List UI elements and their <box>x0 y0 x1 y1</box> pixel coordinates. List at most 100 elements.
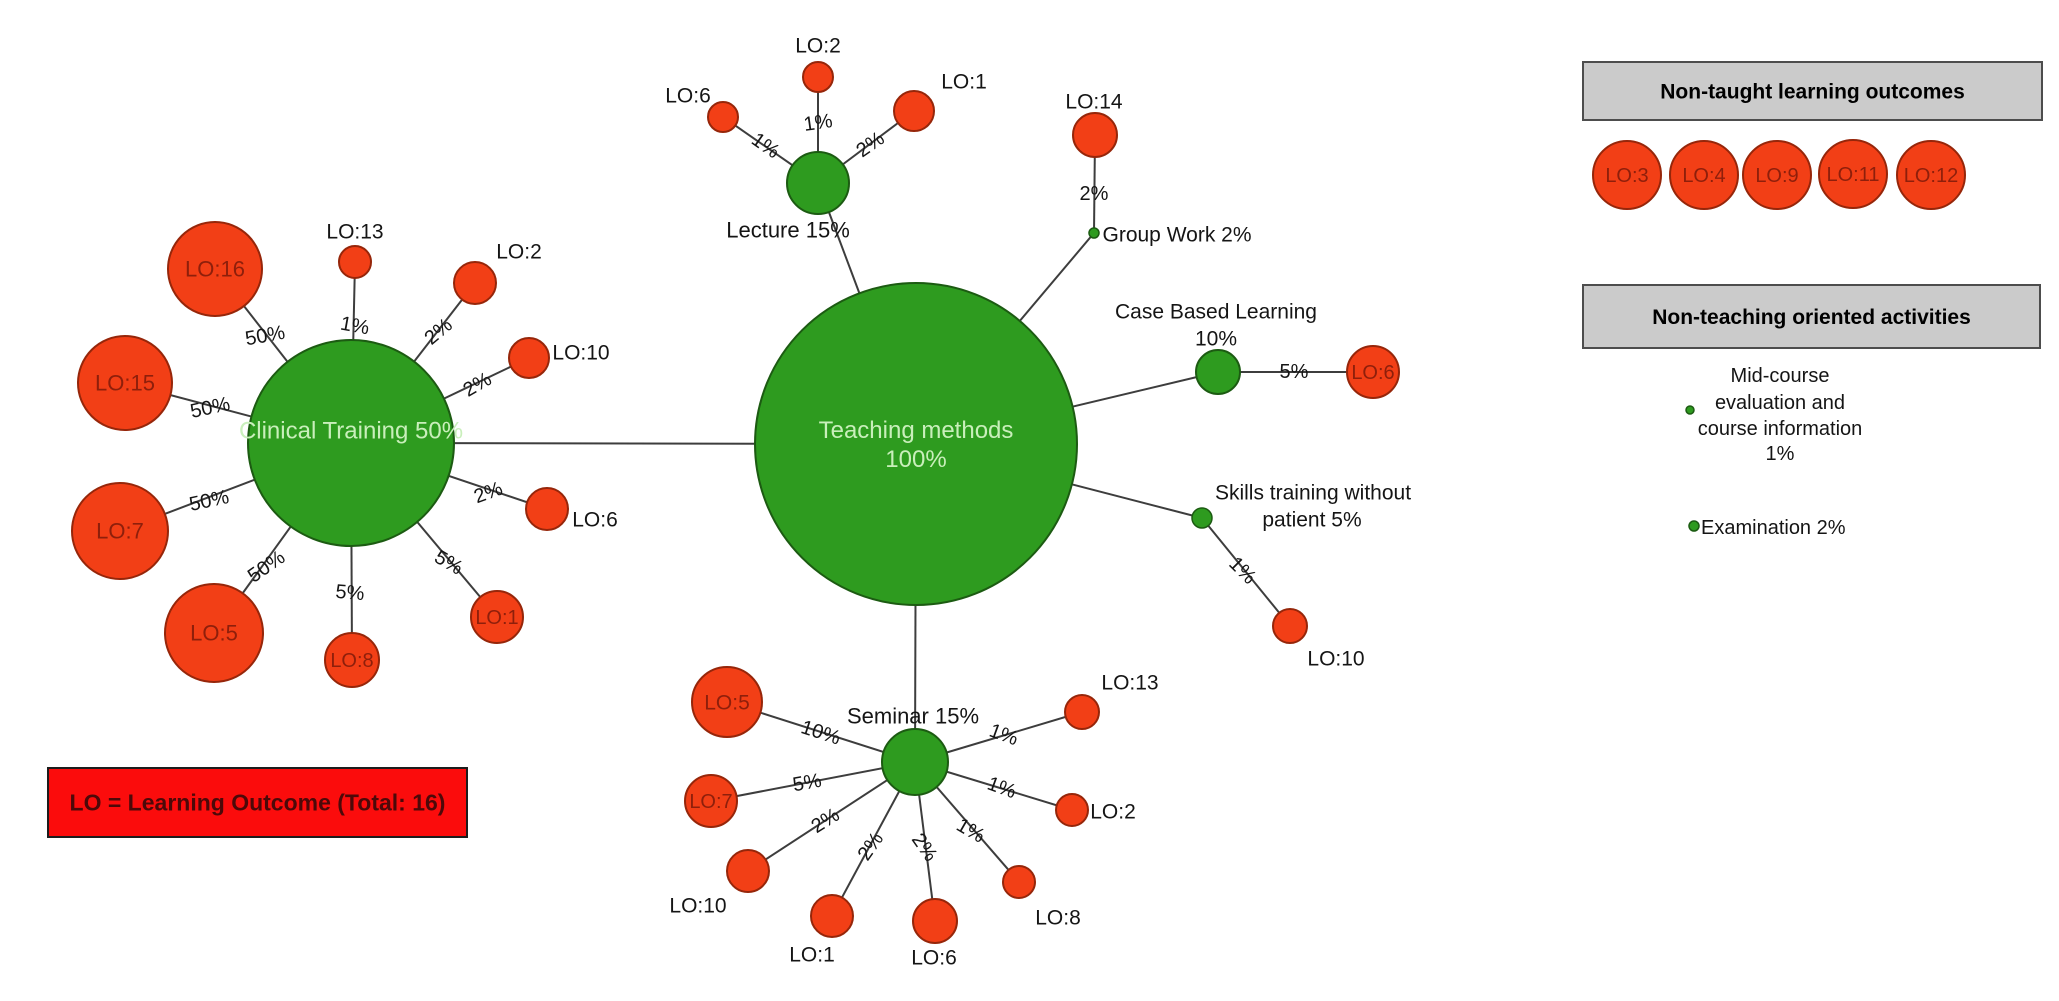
node-skills-training-dot <box>1191 507 1213 529</box>
node-seminar-lo1 <box>810 894 854 938</box>
edge-23 <box>710 761 916 802</box>
node-clinical-training <box>247 339 455 547</box>
label-clinical-lo6: LO:6 <box>572 508 618 531</box>
label-midcourse-line1: Mid-course <box>1731 365 1830 387</box>
node-lecture-lo2 <box>802 61 834 93</box>
node-cbl-lo6 <box>1346 345 1400 399</box>
label-seminar-pct-lo13: 1% <box>986 720 1021 751</box>
node-lecture <box>786 151 850 215</box>
node-lecture-lo6 <box>707 101 739 133</box>
label-lecture-lo1: LO:1 <box>941 70 987 93</box>
node-seminar-lo6 <box>912 898 958 944</box>
label-seminar-lo10: LO:10 <box>669 894 726 917</box>
non-teaching-header-label: Non-teaching oriented activities <box>1652 306 1971 329</box>
node-teaching-methods-label: Teaching methods 100% <box>819 417 1014 473</box>
label-clinical-pct-lo15: 50% <box>188 393 232 423</box>
label-examination: Examination 2% <box>1701 517 1846 539</box>
label-lecture-pct-lo6: 1% <box>747 129 783 164</box>
node-seminar <box>881 728 949 796</box>
label-groupwork-title: Group Work 2% <box>1103 223 1252 246</box>
node-seminar-lo5-label: LO:5 <box>704 691 750 714</box>
node-midcourse-dot <box>1685 405 1695 415</box>
label-seminar-pct-lo1: 2% <box>854 828 889 864</box>
label-seminar-pct-lo5: 10% <box>798 716 843 749</box>
node-clinical-lo15 <box>77 335 173 431</box>
label-seminar-lo6: LO:6 <box>911 946 957 969</box>
label-seminar-title: Seminar 15% <box>847 704 979 729</box>
label-lecture-pct-lo2: 1% <box>802 110 834 136</box>
label-lecture-lo2: LO:2 <box>795 34 841 57</box>
node-clinical-lo16 <box>167 221 263 317</box>
node-clinical-lo2 <box>453 261 497 305</box>
node-clinical-lo5-label: LO:5 <box>190 621 238 646</box>
edge-21 <box>1201 517 1291 627</box>
label-seminar-lo2: LO:2 <box>1090 800 1136 823</box>
node-seminar-lo8 <box>1002 865 1036 899</box>
node-nontaught-lo9-label: LO:9 <box>1755 165 1798 187</box>
label-groupwork-pct: 2% <box>1080 183 1109 205</box>
node-skills-lo10 <box>1272 608 1308 644</box>
node-clinical-lo5 <box>164 583 264 683</box>
node-clinical-lo10 <box>508 337 550 379</box>
label-skills-lo10: LO:10 <box>1307 647 1364 670</box>
node-clinical-lo16-label: LO:16 <box>185 257 245 282</box>
label-lecture-title: Lecture 15% <box>726 218 850 243</box>
label-seminar-pct-lo8: 1% <box>952 814 988 848</box>
label-midcourse-line2: evaluation and <box>1715 392 1845 414</box>
label-clinical-lo10: LO:10 <box>552 341 609 364</box>
node-clinical-lo1-label: LO:1 <box>475 607 518 629</box>
node-lecture-lo1 <box>893 90 935 132</box>
node-groupwork-lo14 <box>1072 112 1118 158</box>
node-nontaught-lo12-label: LO:12 <box>1904 165 1958 187</box>
label-midcourse-line4: 1% <box>1766 443 1795 465</box>
label-clinical-lo2: LO:2 <box>496 240 542 263</box>
node-clinical-lo1 <box>470 590 524 644</box>
node-nontaught-lo12 <box>1896 140 1966 210</box>
label-seminar-pct-lo10: 2% <box>807 804 843 838</box>
label-clinical-pct-lo13: 1% <box>339 313 372 340</box>
node-nontaught-lo4-label: LO:4 <box>1682 165 1725 187</box>
non-taught-header <box>1582 61 2043 121</box>
label-midcourse-line3: course information <box>1698 418 1863 440</box>
label-clinical-pct-lo2: 2% <box>421 314 457 350</box>
node-nontaught-lo11-label: LO:11 <box>1827 164 1880 186</box>
label-skills-title-line2: patient 5% <box>1262 508 1361 531</box>
node-nontaught-lo9 <box>1742 140 1812 210</box>
label-seminar-lo13: LO:13 <box>1101 671 1158 694</box>
node-examination-dot <box>1688 520 1700 532</box>
non-taught-header-label: Non-taught learning outcomes <box>1660 80 1965 103</box>
label-lecture-lo6: LO:6 <box>665 84 711 107</box>
label-cbl-pct-lo6: 5% <box>1280 361 1309 383</box>
node-case-based-learning <box>1195 349 1241 395</box>
node-seminar-lo7 <box>684 774 738 828</box>
node-clinical-lo6 <box>525 487 569 531</box>
label-groupwork-lo14: LO:14 <box>1065 90 1123 113</box>
label-seminar-lo8: LO:8 <box>1035 906 1081 929</box>
label-skills-title-line1: Skills training without <box>1215 481 1411 504</box>
node-seminar-lo10 <box>726 849 770 893</box>
label-seminar-lo1: LO:1 <box>789 943 835 966</box>
node-cbl-lo6-label: LO:6 <box>1351 362 1394 384</box>
node-clinical-lo7 <box>71 482 169 580</box>
label-seminar-pct-lo2: 1% <box>984 773 1019 804</box>
lo-legend-box-label: LO = Learning Outcome (Total: 16) <box>70 790 446 816</box>
label-clinical-pct-lo8: 5% <box>335 581 366 605</box>
label-clinical-pct-lo10: 2% <box>459 368 495 402</box>
label-seminar-pct-lo7: 5% <box>791 770 824 797</box>
node-clinical-training-label: Clinical Training 50% <box>239 417 463 444</box>
node-seminar-lo13 <box>1064 694 1100 730</box>
node-clinical-lo13 <box>338 245 372 279</box>
node-nontaught-lo3 <box>1592 140 1662 210</box>
label-clinical-pct-lo7: 50% <box>187 486 231 516</box>
lo-legend-box <box>47 767 468 838</box>
label-seminar-pct-lo6: 2% <box>907 829 942 865</box>
node-nontaught-lo4 <box>1669 140 1739 210</box>
node-group-work-dot <box>1088 227 1100 239</box>
label-cbl-title-line1: Case Based Learning <box>1115 300 1317 323</box>
node-seminar-lo7-label: LO:7 <box>689 791 732 813</box>
node-clinical-lo8-label: LO:8 <box>330 650 373 672</box>
node-nontaught-lo11 <box>1818 139 1888 209</box>
node-nontaught-lo3-label: LO:3 <box>1605 165 1648 187</box>
